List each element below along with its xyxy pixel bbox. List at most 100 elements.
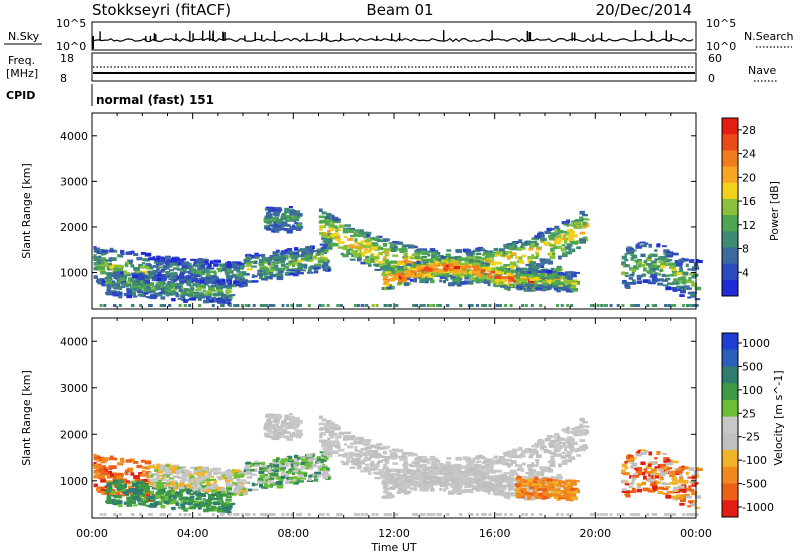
power-echo-cell	[193, 293, 199, 296]
power-echo-cell	[112, 293, 117, 297]
power-echo-cell	[296, 216, 301, 219]
power-echo-cell	[637, 304, 641, 307]
power-echo-cell	[475, 252, 482, 256]
power-echo-cell	[662, 261, 668, 265]
power-echo-cell	[252, 275, 258, 278]
power-echo-cell	[571, 282, 578, 285]
power-echo-cell	[481, 304, 485, 307]
velocity-echo-cell	[457, 488, 463, 492]
velocity-echo-cell	[391, 468, 398, 472]
velocity-echo-cell	[274, 434, 281, 439]
power-echo-cell	[616, 304, 620, 307]
velocity-echo-cell	[282, 419, 286, 424]
velocity-echo-cell	[480, 467, 488, 470]
power-echo-cell	[147, 270, 152, 274]
power-echo-cell	[216, 285, 222, 289]
velocity-echo-cell	[384, 458, 390, 462]
velocity-echo-cell	[193, 470, 197, 474]
power-echo-cell	[358, 242, 363, 246]
power-echo-cell	[301, 257, 307, 261]
power-echo-cell	[567, 228, 573, 233]
power-echo-cell	[629, 273, 635, 277]
power-echo-cell	[500, 276, 506, 280]
velocity-echo-cell	[263, 426, 269, 430]
power-echo-cell	[226, 287, 232, 290]
power-echo-cell	[643, 262, 649, 266]
velocity-echo-cell	[206, 485, 211, 488]
power-echo-cell	[292, 219, 296, 222]
velocity-echo-cell	[293, 478, 301, 482]
power-echo-cell	[556, 235, 562, 238]
power-echo-cell	[560, 304, 564, 307]
velocity-echo-cell	[252, 483, 258, 486]
power-echo-cell	[320, 224, 325, 228]
velocity-echo-cell	[295, 476, 300, 479]
velocity-echo-cell	[534, 464, 539, 467]
velocity-echo-cell	[535, 445, 539, 448]
velocity-echo-cell	[266, 419, 271, 423]
power-echo-cell	[131, 288, 139, 292]
velocity-echo-cell	[213, 485, 218, 488]
power-echo-cell	[290, 210, 297, 214]
velocity-echo-cell	[539, 466, 546, 470]
power-echo-cell	[272, 254, 280, 257]
power-echo-cell	[451, 271, 457, 275]
velocity-echo-cell	[266, 426, 271, 430]
power-echo-cell	[293, 226, 300, 230]
velocity-echo-cell	[93, 470, 101, 474]
power-echo-cell	[209, 270, 217, 273]
velocity-echo-cell	[162, 494, 169, 499]
velocity-echo-cell	[171, 506, 176, 510]
power-colorbar-segment	[722, 279, 738, 297]
power-echo-cell	[446, 273, 450, 277]
power-echo-cell	[141, 282, 146, 286]
power-echo-cell	[293, 255, 298, 259]
power-echo-cell	[650, 264, 656, 268]
power-echo-cell	[339, 304, 343, 307]
power-echo-cell	[560, 247, 566, 251]
power-echo-cell	[549, 255, 556, 260]
power-echo-cell	[158, 291, 164, 294]
velocity-echo-cell	[210, 505, 217, 509]
power-echo-cell	[308, 253, 313, 257]
power-echo-cell	[657, 282, 664, 286]
power-echo-cell	[294, 247, 299, 251]
power-echo-cell	[269, 209, 275, 213]
power-colorbar-tick-label: 12	[742, 219, 756, 232]
power-echo-cell	[327, 242, 332, 247]
power-echo-cell	[289, 251, 294, 254]
power-echo-cell	[503, 264, 510, 267]
power-echo-cell	[172, 286, 178, 291]
power-echo-cell	[395, 260, 401, 265]
power-echo-cell	[679, 294, 685, 297]
power-echo-cell	[414, 275, 418, 279]
velocity-echo-cell	[183, 479, 190, 482]
power-echo-cell	[198, 264, 206, 268]
velocity-echo-cell	[144, 488, 150, 493]
velocity-echo-cell	[491, 469, 496, 474]
power-echo-cell	[288, 206, 293, 209]
velocity-echo-cell	[195, 478, 203, 483]
velocity-echo-cell	[292, 426, 296, 430]
power-echo-cell	[579, 225, 583, 229]
velocity-echo-cell	[550, 455, 555, 460]
power-echo-cell	[323, 244, 328, 249]
velocity-echo-cell	[199, 488, 205, 493]
power-echo-cell	[500, 265, 507, 269]
velocity-echo-cell	[194, 482, 201, 486]
power-echo-cell	[178, 289, 183, 292]
power-echo-cell	[465, 251, 473, 256]
power-echo-cell	[225, 299, 232, 302]
velocity-echo-cell	[293, 422, 297, 427]
velocity-echo-cell	[179, 468, 185, 471]
power-echo-cell	[524, 240, 528, 245]
power-echo-cell	[637, 264, 642, 268]
velocity-echo-cell	[108, 457, 116, 461]
power-echo-cell	[668, 262, 676, 265]
power-echo-cell	[636, 277, 642, 280]
power-echo-cell	[648, 281, 655, 285]
power-echo-cell	[646, 304, 650, 307]
power-echo-cell	[209, 260, 214, 264]
power-echo-cell	[423, 273, 427, 278]
power-echo-cell	[292, 251, 300, 255]
